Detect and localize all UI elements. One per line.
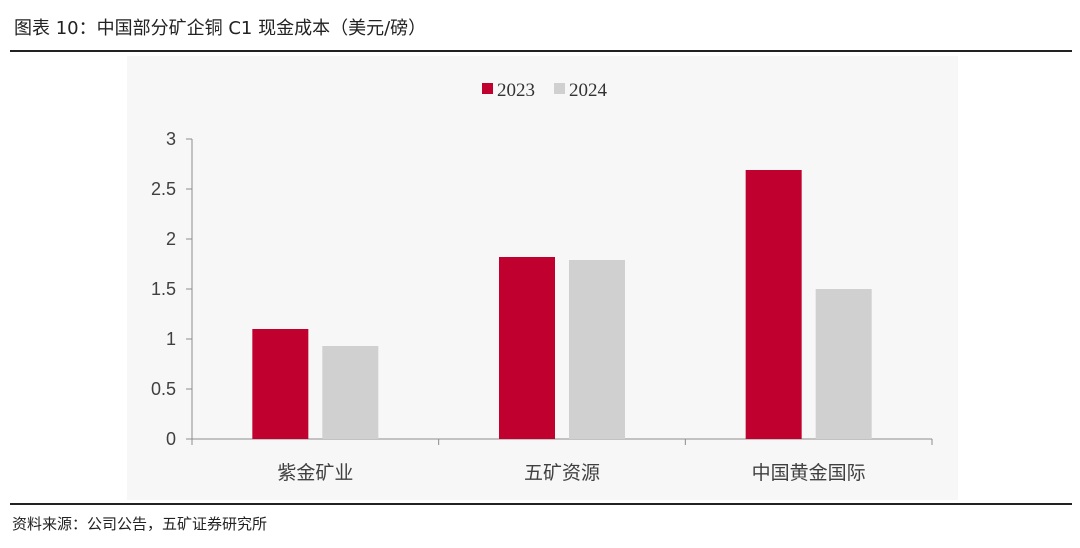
x-axis: 紫金矿业 五矿资源 中国黄金国际 — [191, 438, 933, 484]
bottom-rule — [10, 503, 1072, 505]
x-category-label: 紫金矿业 — [277, 462, 353, 484]
bar-2023 — [745, 170, 802, 439]
bars — [252, 170, 872, 439]
x-category-label: 中国黄金国际 — [752, 462, 866, 484]
y-axis: 0 0.5 1 1.5 2 2.5 3 — [151, 129, 193, 449]
top-rule — [10, 50, 1072, 52]
y-tick-label: 3 — [166, 129, 176, 149]
bar-2024 — [569, 260, 625, 439]
x-category-label: 五矿资源 — [524, 462, 600, 484]
y-tick-label: 2.5 — [151, 179, 176, 199]
y-tick-label: 2 — [166, 229, 176, 249]
legend-label: 2024 — [569, 80, 608, 101]
y-tick-label: 0 — [166, 429, 176, 449]
legend-swatch-2024 — [554, 83, 565, 94]
chart-title: 图表 10：中国部分矿企铜 C1 现金成本（美元/磅） — [14, 18, 427, 39]
bar-2024 — [322, 346, 379, 439]
legend: 2023 2024 — [482, 80, 608, 101]
legend-label: 2023 — [497, 80, 535, 101]
y-tick-label: 1 — [166, 329, 176, 349]
bar-2024 — [815, 289, 872, 439]
legend-swatch-2023 — [482, 83, 493, 94]
y-tick-label: 0.5 — [151, 379, 176, 399]
bar-2023 — [252, 329, 309, 439]
source-note: 资料来源：公司公告，五矿证券研究所 — [12, 515, 268, 533]
bar-2023 — [499, 257, 555, 439]
y-tick-label: 1.5 — [151, 279, 176, 299]
